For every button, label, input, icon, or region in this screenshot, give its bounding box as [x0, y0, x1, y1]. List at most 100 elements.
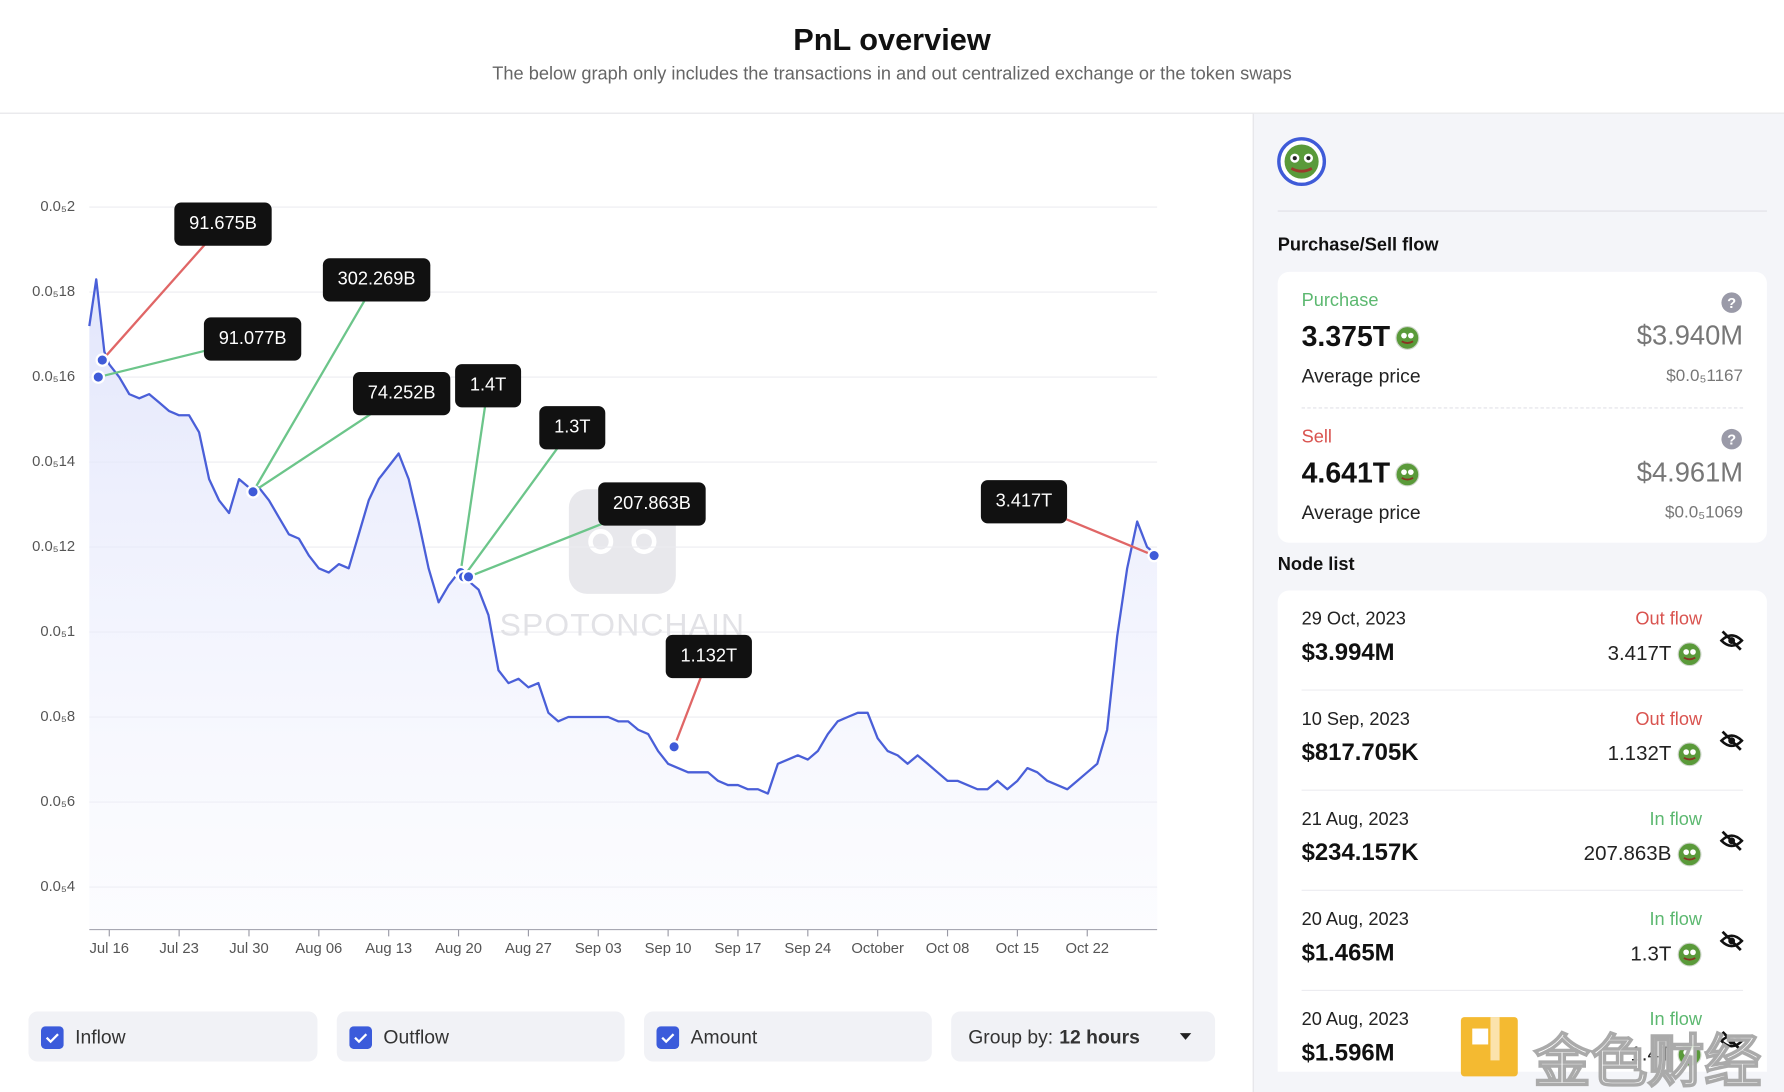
node-date: 20 Aug, 2023 [1301, 1010, 1409, 1030]
annotation-point [246, 484, 260, 499]
x-tick-label: Jul 23 [159, 941, 198, 957]
x-tick-label: Aug 06 [295, 941, 342, 957]
annotation: 91.077B [203, 317, 302, 361]
group-by-label: Group by: [968, 1026, 1054, 1048]
node-row[interactable]: 20 Aug, 2023 $1.596M In flow 1.4T [1278, 991, 1767, 1072]
annotation-label: 3.417T [996, 491, 1053, 511]
node-row[interactable]: 10 Sep, 2023 $817.705K Out flow 1.132T [1278, 691, 1767, 791]
corner-logo [1460, 1017, 1518, 1077]
annotation: 1.3T [539, 406, 606, 450]
y-tick-label: 0.0₅2 [40, 199, 75, 215]
x-tick-label: Aug 13 [365, 941, 412, 957]
token-icon [1677, 942, 1702, 967]
price-value: $0.0₅1069 [1664, 502, 1744, 523]
node-list: 29 Oct, 2023 $3.994M Out flow 3.417T 10 Sep,… [1277, 590, 1767, 1072]
outflow-toggle[interactable]: Outflow [336, 1011, 625, 1062]
flow-value: $3.940M [1636, 320, 1744, 352]
annotation-connector [101, 223, 224, 361]
node-row[interactable]: 29 Oct, 2023 $3.994M Out flow 3.417T [1278, 590, 1767, 691]
token-icon [1677, 742, 1702, 767]
hide-icon[interactable] [1719, 928, 1744, 953]
node-amount: 1.4T [1630, 1042, 1672, 1065]
x-tick-label: Sep 03 [575, 941, 622, 957]
annotation-label: 74.252B [368, 382, 436, 402]
hide-icon[interactable] [1719, 828, 1744, 853]
node-date: 20 Aug, 2023 [1301, 910, 1409, 930]
annotation-connector [462, 427, 574, 578]
page-title: PnL overview [793, 22, 991, 57]
group-by-select[interactable]: Group by: 12 hours [951, 1011, 1216, 1062]
x-tick-label: Aug 20 [435, 941, 482, 957]
annotation-box [322, 258, 431, 302]
checkbox[interactable] [349, 1026, 373, 1050]
x-tick-label: Oct 22 [1065, 941, 1109, 957]
outflow-label: Outflow [383, 1026, 450, 1048]
node-date: 21 Aug, 2023 [1301, 810, 1409, 830]
annotation: 3.417T [980, 480, 1068, 524]
node-amount: 1.3T [1630, 942, 1672, 965]
node-divider [1301, 989, 1744, 991]
annotation-box [980, 480, 1068, 524]
annotation-label: 1.4T [470, 375, 506, 395]
node-amount: 207.863B [1583, 841, 1672, 865]
annotation-point [667, 739, 681, 754]
y-tick-label: 0.0₅12 [32, 539, 75, 555]
node-date: 10 Sep, 2023 [1301, 709, 1410, 730]
annotation: 74.252B [352, 372, 451, 416]
token-icon [1395, 325, 1420, 350]
hide-icon[interactable] [1719, 728, 1744, 753]
node-amount: 3.417T [1607, 641, 1672, 665]
y-tick-label: 0.0₅6 [40, 794, 75, 810]
y-tick-label: 0.0₅18 [32, 284, 75, 300]
checkbox[interactable] [40, 1026, 64, 1050]
x-tick-label: Jul 30 [229, 941, 268, 957]
annotation-point [461, 569, 476, 584]
hide-icon[interactable] [1719, 1029, 1744, 1054]
annotation: 1.132T [665, 634, 752, 679]
x-tick-label: Aug 27 [505, 941, 552, 957]
flow-amount: 3.375T [1301, 320, 1391, 353]
annotation-point [95, 353, 110, 367]
node-value: $234.157K [1301, 839, 1419, 866]
annotation-label: 1.132T [681, 645, 738, 665]
token-icon [1677, 642, 1702, 667]
annotation-box [539, 406, 606, 450]
help-icon[interactable]: ? [1720, 428, 1743, 451]
node-flow: Out flow [1635, 609, 1703, 630]
flow-value: $4.961M [1636, 457, 1744, 489]
x-tick-label: Sep 17 [715, 941, 762, 957]
annotation-label: 91.675B [189, 213, 257, 233]
x-tick-label: Sep 10 [645, 941, 692, 957]
node-divider [1301, 789, 1744, 791]
annotation-point [91, 370, 106, 384]
inflow-toggle[interactable]: Inflow [28, 1011, 318, 1062]
amount-label: Amount [690, 1026, 758, 1048]
annotation-box [455, 364, 522, 408]
group-by-value: 12 hours [1059, 1026, 1140, 1048]
token-icon [1677, 1042, 1702, 1067]
checkbox[interactable] [656, 1026, 680, 1050]
help-icon[interactable]: ? [1720, 291, 1743, 314]
node-row[interactable]: 21 Aug, 2023 $234.157K In flow 207.863B [1278, 791, 1767, 891]
node-divider [1301, 689, 1744, 691]
amount-toggle[interactable]: Amount [643, 1011, 932, 1062]
annotation-box [598, 482, 706, 526]
y-tick-label: 0.0₅14 [32, 454, 75, 470]
page-subtitle: The below graph only includes the transa… [492, 64, 1292, 85]
watermark-logo-eye [588, 529, 614, 555]
annotation: 302.269B [322, 258, 431, 302]
x-tick-label: October [851, 941, 904, 957]
hide-icon[interactable] [1719, 628, 1744, 653]
node-row[interactable]: 20 Aug, 2023 $1.465M In flow 1.3T [1278, 891, 1767, 991]
price-label: Average price [1301, 501, 1421, 524]
annotation: 1.4T [455, 364, 522, 408]
section-title: Purchase/Sell flow [1277, 235, 1439, 255]
node-date: 29 Oct, 2023 [1301, 609, 1406, 630]
node-value: $817.705K [1301, 739, 1419, 766]
y-tick-label: 0.0₅1 [40, 624, 75, 640]
node-amount: 1.132T [1607, 741, 1672, 765]
node-flow: In flow [1649, 810, 1703, 830]
node-flow: In flow [1649, 910, 1703, 930]
token-avatar [1277, 137, 1327, 187]
node-value: $1.465M [1301, 939, 1395, 966]
